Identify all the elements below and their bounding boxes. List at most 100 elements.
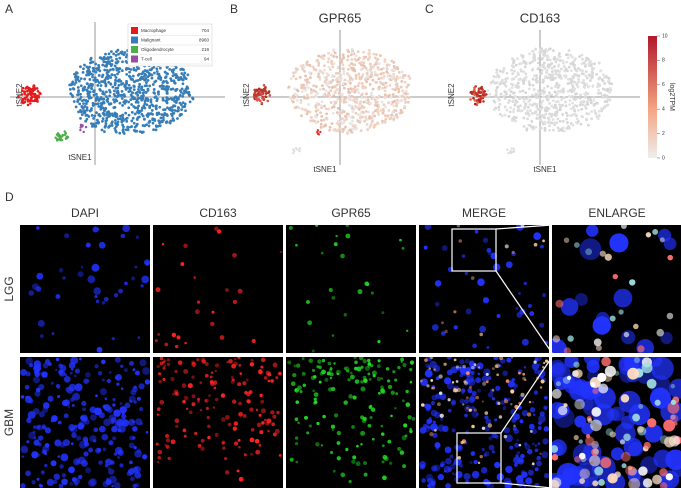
micrograph bbox=[20, 225, 150, 353]
cell-dot bbox=[100, 80, 103, 83]
cell bbox=[302, 383, 307, 388]
cell-dot bbox=[107, 80, 111, 84]
cell bbox=[518, 371, 521, 375]
cell-dot bbox=[293, 92, 297, 96]
cell bbox=[140, 284, 144, 288]
cell-dot bbox=[345, 112, 349, 116]
cell-dot bbox=[559, 77, 563, 80]
cell-dot bbox=[550, 66, 554, 70]
cell-dot bbox=[570, 55, 574, 59]
cell bbox=[250, 428, 255, 432]
cell-dot bbox=[514, 99, 518, 103]
cell-dot bbox=[400, 70, 404, 74]
cell-dot bbox=[138, 109, 142, 113]
cell-dot bbox=[534, 125, 538, 129]
cell bbox=[629, 279, 636, 286]
cell-dot bbox=[29, 102, 32, 105]
cell-dot bbox=[516, 71, 520, 75]
cell-dot bbox=[473, 99, 477, 102]
cell-dot bbox=[388, 117, 392, 121]
cell bbox=[32, 430, 36, 434]
cell bbox=[274, 428, 280, 434]
cell-dot bbox=[580, 81, 584, 84]
cell-dot bbox=[591, 72, 594, 76]
cell-dot bbox=[354, 111, 358, 115]
cell-dot bbox=[329, 89, 333, 93]
cell-dot bbox=[173, 109, 177, 112]
cell-dot bbox=[362, 50, 365, 54]
cell bbox=[457, 455, 462, 460]
cell-dot bbox=[566, 121, 569, 124]
cell bbox=[246, 399, 251, 404]
cell-dot bbox=[132, 88, 136, 92]
cell bbox=[523, 281, 527, 286]
cell-dot bbox=[364, 95, 368, 99]
cell bbox=[114, 375, 119, 380]
cell-dot bbox=[524, 75, 528, 79]
zoom-connector bbox=[500, 482, 553, 488]
cell-dot bbox=[144, 73, 148, 77]
cell bbox=[452, 462, 456, 466]
cell-dot bbox=[385, 70, 389, 74]
cell-dot bbox=[305, 93, 309, 97]
cell bbox=[71, 477, 77, 483]
cell bbox=[430, 401, 435, 405]
cell-dot bbox=[514, 75, 518, 79]
cell bbox=[69, 481, 73, 486]
cell-dot bbox=[110, 112, 113, 116]
cell-dot bbox=[607, 79, 611, 83]
cell bbox=[604, 365, 616, 377]
cell-dot bbox=[354, 54, 358, 58]
cell-dot bbox=[553, 76, 557, 80]
cell bbox=[529, 407, 536, 413]
cell-dot bbox=[341, 130, 345, 134]
cell-dot bbox=[548, 102, 551, 105]
cell-dot bbox=[339, 120, 343, 124]
y-axis-label: tSNE2 bbox=[15, 83, 24, 107]
cell-dot bbox=[149, 98, 153, 102]
cell-dot bbox=[179, 68, 183, 71]
cell bbox=[563, 403, 568, 408]
cell-dot bbox=[407, 96, 411, 99]
cell-dot bbox=[553, 103, 557, 107]
cell-dot bbox=[511, 72, 515, 76]
cell-dot bbox=[35, 99, 38, 103]
cell-dot bbox=[382, 71, 385, 75]
cell-dot bbox=[64, 137, 68, 140]
cell-dot bbox=[174, 95, 178, 99]
cell bbox=[271, 422, 275, 426]
cell-dot bbox=[120, 97, 124, 100]
cell bbox=[159, 357, 164, 361]
cell-dot bbox=[347, 87, 350, 91]
cell-dot bbox=[378, 80, 382, 84]
cell-dot bbox=[25, 86, 28, 90]
cell-dot bbox=[580, 114, 583, 118]
cell-dot bbox=[130, 111, 134, 114]
cell-dot bbox=[497, 108, 501, 112]
cell bbox=[477, 388, 481, 393]
cell-dot bbox=[349, 104, 353, 108]
cell-dot bbox=[79, 128, 82, 132]
cell bbox=[312, 401, 317, 406]
cell-dot bbox=[539, 102, 543, 106]
cell bbox=[438, 374, 443, 379]
cell bbox=[363, 461, 367, 465]
cell-dot bbox=[82, 67, 85, 71]
cell bbox=[387, 384, 393, 390]
cell bbox=[93, 427, 99, 433]
cell-dot bbox=[298, 146, 302, 150]
cell bbox=[336, 456, 341, 461]
cell-dot bbox=[21, 86, 25, 90]
cell bbox=[61, 478, 68, 486]
cell-dot bbox=[561, 59, 565, 62]
cell-dot bbox=[341, 53, 345, 57]
cell-dot bbox=[322, 118, 326, 122]
cell-dot bbox=[322, 87, 325, 91]
cell-dot bbox=[138, 77, 142, 81]
cell-dot bbox=[550, 104, 554, 108]
cell bbox=[233, 361, 238, 367]
cell bbox=[32, 283, 39, 291]
cell-dot bbox=[393, 88, 397, 92]
cell-dot bbox=[300, 90, 304, 93]
cell-dot bbox=[118, 56, 122, 60]
